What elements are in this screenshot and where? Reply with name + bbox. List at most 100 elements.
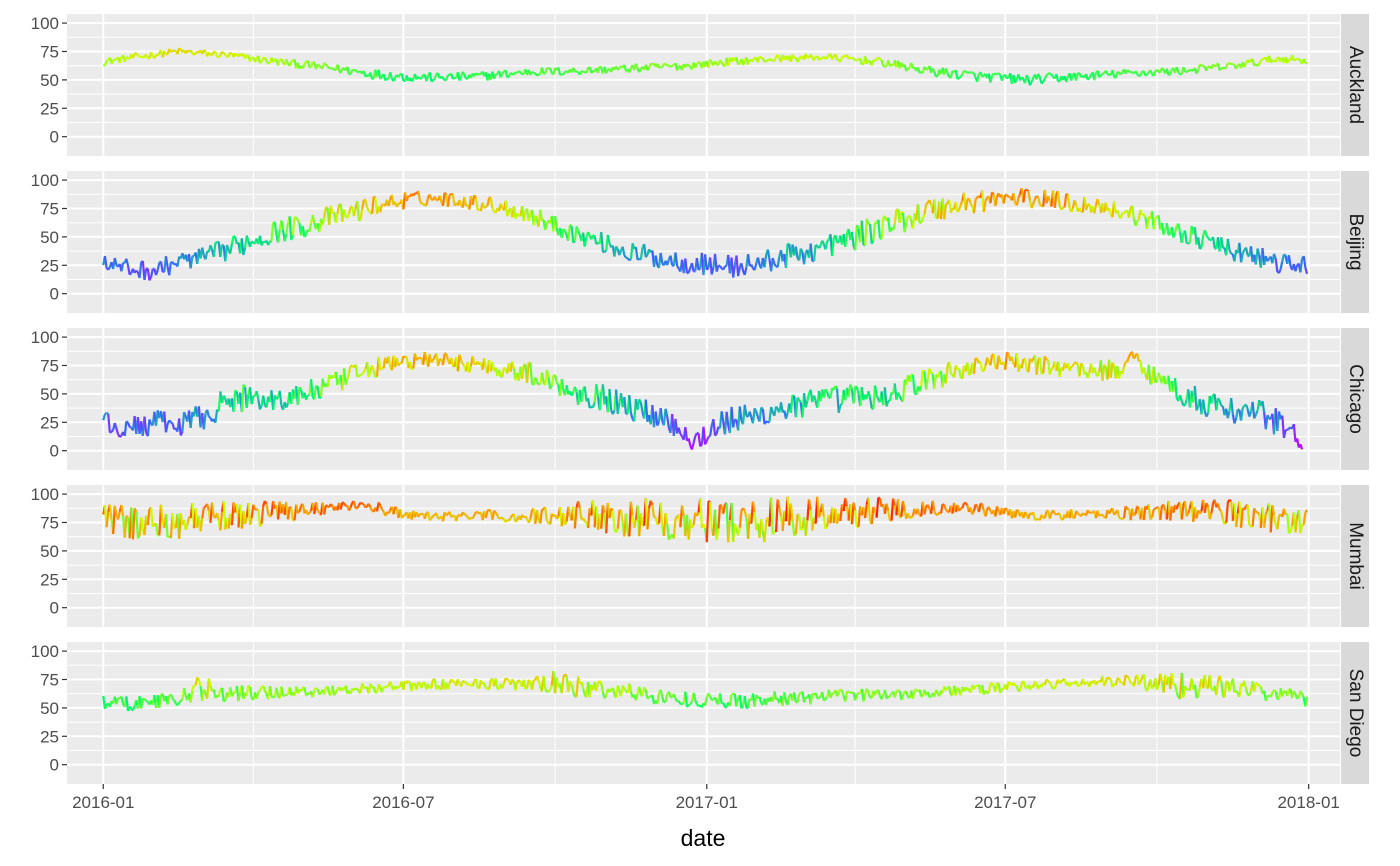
- line-segment: [145, 53, 149, 59]
- line-segment: [1088, 511, 1092, 515]
- line-segment: [854, 385, 858, 388]
- line-segment: [598, 65, 602, 69]
- line-segment: [664, 408, 669, 417]
- line-segment: [126, 422, 131, 428]
- line-segment: [834, 385, 839, 390]
- line-segment: [1165, 222, 1170, 235]
- line-segment: [564, 69, 568, 73]
- line-segment: [1142, 674, 1147, 689]
- line-segment: [1239, 253, 1244, 263]
- line-segment: [1048, 681, 1053, 687]
- line-segment: [1187, 68, 1191, 72]
- line-segment: [423, 512, 428, 520]
- line-segment: [791, 520, 796, 536]
- line-segment: [789, 394, 794, 413]
- line-segment: [433, 195, 438, 201]
- line-segment: [437, 684, 441, 690]
- line-segment: [1017, 193, 1022, 199]
- line-segment: [767, 58, 771, 62]
- line-segment: [742, 507, 746, 512]
- line-segment: [344, 378, 349, 386]
- line-segment: [137, 54, 141, 58]
- line-segment: [169, 694, 174, 699]
- line-segment: [240, 384, 245, 413]
- line-segment: [743, 404, 748, 416]
- line-segment: [1103, 681, 1107, 687]
- line-segment: [1243, 680, 1248, 690]
- line-segment: [1000, 74, 1005, 82]
- line-segment: [1294, 264, 1299, 272]
- line-segment: [485, 204, 489, 208]
- line-segment: [123, 515, 128, 538]
- line-segment: [114, 58, 117, 61]
- line-segment: [168, 262, 172, 276]
- line-segment: [1220, 404, 1224, 408]
- line-segment: [798, 55, 802, 61]
- line-segment: [356, 504, 360, 509]
- line-segment: [944, 365, 949, 384]
- line-segment: [1108, 509, 1112, 515]
- line-segment: [283, 693, 287, 697]
- line-segment: [666, 416, 670, 429]
- line-segment: [935, 74, 939, 78]
- line-segment: [816, 55, 820, 61]
- line-segment: [892, 498, 896, 506]
- line-segment: [546, 690, 549, 694]
- line-segment: [521, 72, 525, 76]
- line-segment: [694, 432, 698, 437]
- line-segment: [1014, 78, 1018, 84]
- x-tick-label: 2017-01: [676, 793, 738, 812]
- line-segment: [888, 392, 893, 402]
- line-segment: [634, 246, 639, 260]
- line-segment: [237, 692, 242, 702]
- line-segment: [107, 413, 111, 433]
- line-segment: [1304, 696, 1309, 707]
- line-segment: [109, 430, 113, 434]
- line-segment: [577, 676, 581, 684]
- line-segment: [1056, 190, 1061, 207]
- line-segment: [433, 73, 438, 80]
- line-segment: [307, 692, 310, 696]
- line-segment: [882, 65, 886, 68]
- line-segment: [510, 71, 513, 75]
- line-segment: [1159, 505, 1164, 521]
- line-segment: [107, 266, 111, 271]
- line-segment: [183, 687, 187, 697]
- line-segment: [251, 240, 255, 244]
- line-segment: [931, 500, 936, 512]
- line-segment: [104, 411, 108, 416]
- line-segment: [840, 690, 845, 696]
- facet-strip: [1341, 14, 1369, 156]
- line-segment: [1121, 366, 1126, 375]
- line-segment: [905, 690, 910, 698]
- line-segment: [1185, 512, 1190, 517]
- line-segment: [380, 686, 385, 693]
- line-segment: [1093, 367, 1098, 375]
- line-segment: [608, 508, 613, 519]
- line-segment: [765, 420, 769, 424]
- line-segment: [362, 368, 367, 373]
- line-segment: [1256, 63, 1261, 67]
- line-segment: [430, 359, 434, 364]
- line-segment: [977, 503, 982, 513]
- line-segment: [860, 220, 865, 246]
- line-segment: [674, 516, 678, 520]
- line-segment: [180, 698, 184, 702]
- line-segment: [1045, 678, 1049, 682]
- line-segment: [628, 67, 632, 73]
- line-segment: [435, 512, 440, 519]
- line-segment: [1035, 195, 1039, 199]
- line-segment: [677, 427, 682, 435]
- line-segment: [1134, 70, 1139, 75]
- line-segment: [1119, 212, 1124, 219]
- line-segment: [140, 698, 144, 709]
- line-segment: [968, 372, 972, 376]
- line-segment: [458, 76, 463, 81]
- line-segment: [628, 258, 632, 262]
- line-segment: [611, 687, 616, 695]
- line-segment: [272, 395, 276, 411]
- line-segment: [737, 266, 741, 277]
- line-segment: [189, 256, 194, 269]
- line-segment: [1096, 371, 1101, 377]
- line-segment: [714, 433, 718, 437]
